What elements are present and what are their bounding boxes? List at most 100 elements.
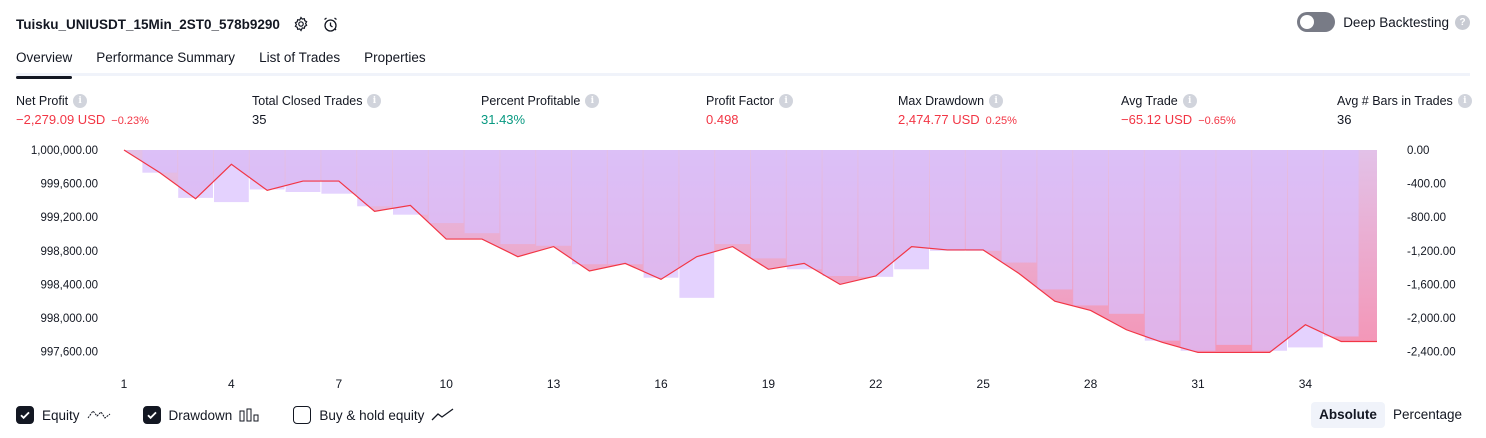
- equity-line: [123, 149, 1377, 354]
- deep-backtesting-toggle[interactable]: [1297, 12, 1336, 32]
- chart-legend: Equity Drawdown Buy & hold equity Absolu…: [16, 402, 1470, 428]
- metric-value: 31.43%: [481, 112, 526, 127]
- equity-axis-tick: 998,800.00: [40, 246, 98, 258]
- scale-toggle: Absolute Percentage: [1311, 402, 1470, 428]
- drawdown-bars-icon: [239, 408, 261, 422]
- metric-label: Avg Trade: [1121, 94, 1178, 108]
- drawdown-bar: [357, 150, 392, 207]
- drawdown-bar: [249, 150, 285, 190]
- drawdown-bar: [1323, 150, 1359, 337]
- report-header: Tuisku_UNIUSDT_15Min_2ST0_578b9290 Deep …: [16, 12, 1470, 36]
- metric-net-profit: Net Profit i −2,279.09 USD −0.23%: [16, 94, 149, 127]
- metric-label: Percent Profitable: [481, 94, 581, 108]
- drawdown-checkbox[interactable]: [142, 406, 161, 424]
- drawdown-axis-tick: -1,600.00: [1407, 279, 1456, 291]
- percentage-button[interactable]: Percentage: [1392, 407, 1462, 422]
- drawdown-bar: [858, 150, 894, 277]
- drawdown-bar: [536, 150, 571, 246]
- drawdown-bar: [1216, 150, 1252, 345]
- equity-axis-tick: 998,000.00: [40, 313, 98, 325]
- equity-axis-tick: 998,400.00: [40, 279, 98, 291]
- drawdown-bar: [464, 150, 500, 234]
- info-icon[interactable]: i: [1457, 94, 1472, 108]
- tab-performance-summary[interactable]: Performance Summary: [96, 50, 236, 65]
- drawdown-bar: [1252, 150, 1287, 351]
- drawdown-bar: [500, 150, 536, 245]
- x-axis-tick: 28: [1084, 377, 1098, 391]
- equity-checkbox[interactable]: [16, 406, 34, 424]
- equity-axis-tick: 999,200.00: [40, 212, 98, 224]
- info-icon[interactable]: i: [1182, 94, 1197, 108]
- drawdown-bar: [965, 150, 1001, 251]
- drawdown-bar: [1073, 150, 1108, 306]
- metric-value: 36: [1337, 112, 1352, 127]
- equity-line-icon: [87, 408, 111, 422]
- drawdown-axis-tick: -2,000.00: [1407, 313, 1456, 325]
- drawdown-bar: [679, 150, 715, 298]
- drawdown-bar: [1109, 150, 1144, 314]
- tab-overview[interactable]: Overview: [16, 46, 73, 79]
- metric-max-drawdown: Max Drawdown i 2,474.77 USD 0.25%: [898, 94, 1017, 127]
- info-icon[interactable]: i: [989, 94, 1004, 108]
- drawdown-bar: [1001, 150, 1037, 263]
- legend-label: Buy & hold equity: [319, 407, 425, 423]
- equity-drawdown-chart[interactable]: 1,000,000.00 999,600.00 999,200.00 998,800.…: [0, 138, 1486, 396]
- alarm-clock-icon[interactable]: [322, 15, 340, 33]
- drawdown-bar: [1288, 150, 1323, 348]
- drawdown-bar: [572, 150, 607, 265]
- metric-percent-profitable: Percent Profitable i 31.43%: [481, 94, 600, 127]
- drawdown-axis-tick: -800.00: [1407, 212, 1446, 224]
- equity-axis-tick: 997,600.00: [40, 347, 98, 359]
- buy-hold-checkbox[interactable]: [293, 406, 312, 424]
- tab-list-of-trades[interactable]: List of Trades: [259, 50, 341, 65]
- x-axis-tick: 31: [1191, 377, 1205, 391]
- drawdown-bar: [142, 150, 178, 173]
- drawdown-bar: [1144, 150, 1180, 341]
- legend-equity[interactable]: Equity: [16, 406, 111, 424]
- drawdown-bar: [930, 150, 965, 251]
- drawdown-bar: [822, 150, 858, 276]
- x-axis-tick: 19: [762, 377, 776, 391]
- help-icon[interactable]: ?: [1455, 14, 1470, 30]
- drawdown-bar: [285, 150, 321, 192]
- metrics-row: Net Profit i −2,279.09 USD −0.23% Total Cl…: [0, 94, 1486, 134]
- x-axis-tick: 4: [228, 377, 235, 391]
- drawdown-bar: [643, 150, 679, 278]
- strategy-title: Tuisku_UNIUSDT_15Min_2ST0_578b9290: [16, 16, 280, 32]
- drawdown-bar: [786, 150, 822, 270]
- metric-avg-bars-in-trades: Avg # Bars in Trades i 36: [1337, 94, 1472, 127]
- drawdown-bar: [1180, 150, 1216, 351]
- legend-drawdown[interactable]: Drawdown: [142, 406, 262, 424]
- drawdown-bar: [428, 150, 464, 224]
- info-icon[interactable]: i: [367, 94, 382, 108]
- metric-label: Avg # Bars in Trades: [1337, 94, 1453, 108]
- settings-icon[interactable]: [292, 15, 310, 33]
- legend-buy-hold[interactable]: Buy & hold equity: [293, 406, 455, 424]
- x-axis-tick: 7: [335, 377, 342, 391]
- drawdown-axis-tick: -2,400.00: [1407, 347, 1456, 359]
- drawdown-bar: [1037, 150, 1073, 290]
- report-tabs: Overview Performance Summary List of Tra…: [16, 46, 1470, 79]
- metric-avg-trade: Avg Trade i −65.12 USD −0.65%: [1121, 94, 1236, 127]
- drawdown-bar: [715, 150, 750, 245]
- info-icon[interactable]: i: [585, 94, 600, 108]
- equity-axis-tick: 1,000,000.00: [31, 145, 98, 157]
- metric-percent: 0.25%: [985, 115, 1017, 127]
- metric-label: Profit Factor: [706, 94, 775, 108]
- drawdown-bar: [751, 150, 786, 259]
- metric-percent: −0.23%: [111, 115, 149, 127]
- x-axis-tick: 25: [977, 377, 991, 391]
- metric-value: −2,279.09 USD: [16, 112, 106, 127]
- drawdown-bar: [321, 150, 357, 194]
- deep-backtesting-label: Deep Backtesting: [1343, 14, 1449, 30]
- info-icon[interactable]: i: [779, 94, 794, 108]
- info-icon[interactable]: i: [73, 94, 88, 108]
- drawdown-bar: [607, 150, 643, 265]
- absolute-button[interactable]: Absolute: [1311, 402, 1385, 428]
- metric-label: Total Closed Trades: [252, 94, 363, 108]
- tab-properties[interactable]: Properties: [364, 50, 426, 65]
- x-axis-tick: 16: [654, 377, 668, 391]
- metric-percent: −0.65%: [1198, 115, 1236, 127]
- metric-value: 2,474.77 USD: [898, 112, 980, 127]
- metric-label: Max Drawdown: [898, 94, 985, 108]
